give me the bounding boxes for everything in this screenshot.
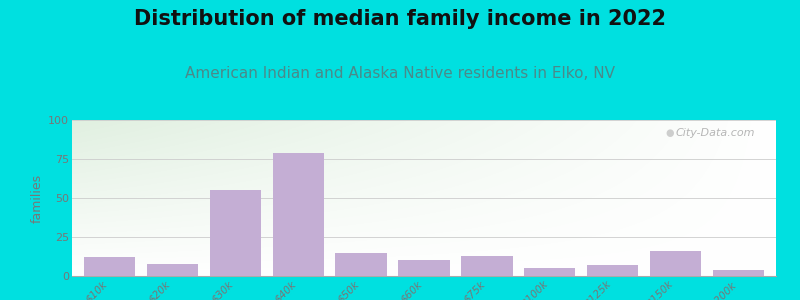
Text: ●: ● [666, 128, 674, 138]
Bar [210, 190, 262, 276]
Bar [461, 256, 513, 276]
Bar [586, 265, 638, 276]
Bar [713, 270, 764, 276]
Y-axis label: families: families [31, 173, 44, 223]
Text: American Indian and Alaska Native residents in Elko, NV: American Indian and Alaska Native reside… [185, 66, 615, 81]
Bar [335, 253, 387, 276]
Bar [650, 251, 701, 276]
Bar [147, 263, 198, 276]
Bar [84, 257, 135, 276]
Text: Distribution of median family income in 2022: Distribution of median family income in … [134, 9, 666, 29]
Bar [398, 260, 450, 276]
Text: City-Data.com: City-Data.com [675, 128, 755, 138]
Bar [524, 268, 575, 276]
Bar [273, 153, 324, 276]
